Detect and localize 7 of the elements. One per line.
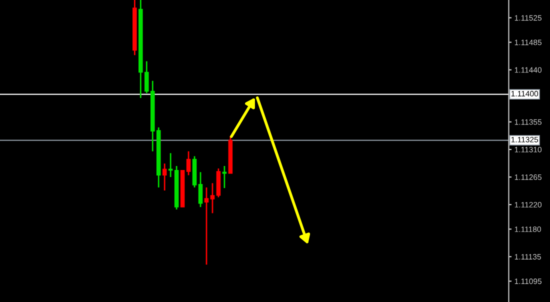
candlestick [204,186,209,266]
candlestick [168,152,173,178]
candlestick [210,182,215,214]
candlestick [198,171,203,208]
candlestick [216,168,221,198]
candlestick [186,150,191,176]
candlestick [162,162,167,192]
